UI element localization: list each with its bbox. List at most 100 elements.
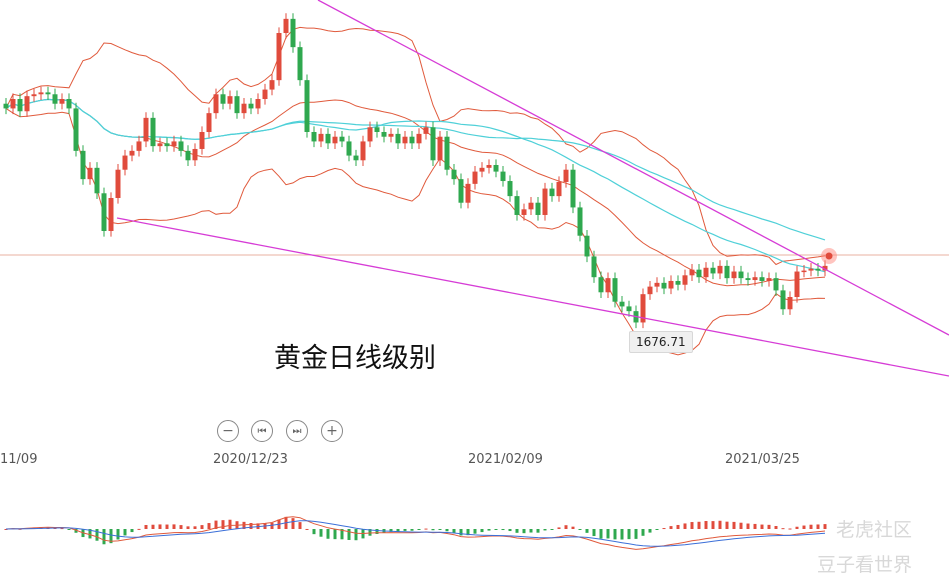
macd-bar (557, 527, 561, 529)
macd-bar (431, 529, 435, 531)
candle-body (3, 103, 9, 109)
candle-body (668, 280, 674, 289)
scroll-left-button[interactable]: ⏮ (251, 420, 273, 442)
candle-body (605, 278, 611, 293)
macd-bar (578, 529, 582, 530)
macd-bar (312, 529, 316, 535)
candle-body (24, 96, 30, 112)
macd-bar (193, 526, 197, 529)
candle-body (297, 47, 303, 81)
trendlines (116, 0, 949, 377)
candle-body (304, 80, 310, 132)
candle-body (66, 99, 72, 109)
candle-body (745, 278, 751, 281)
macd-bar (417, 529, 421, 530)
zoom-out-button[interactable]: − (217, 420, 239, 442)
macd-bar (697, 521, 701, 529)
macd-bar (102, 529, 106, 545)
macd-bar (662, 528, 666, 530)
candle-body (360, 141, 366, 161)
macd-bar (655, 529, 659, 530)
candle-body (451, 169, 457, 180)
candle-body (465, 183, 471, 203)
macd-bar (760, 524, 764, 529)
watermark-line2: 豆子看世界 (817, 554, 913, 576)
candle-body (52, 94, 58, 104)
candles (3, 13, 828, 329)
macd-bar (200, 525, 204, 529)
scroll-right-button[interactable]: ⏭ (286, 420, 308, 442)
candle-body (535, 202, 541, 215)
macd-bar (487, 529, 491, 531)
candle-body (38, 92, 44, 95)
candle-body (717, 265, 723, 274)
macd-bar (4, 529, 8, 530)
candle-body (759, 277, 765, 281)
candle-body (31, 94, 37, 97)
candle-body (766, 278, 772, 281)
macd-bar (116, 529, 120, 540)
macd-bar (522, 529, 526, 534)
candle-body (171, 141, 177, 147)
macd-bar (291, 518, 295, 529)
candle-body (164, 143, 170, 147)
candle-body (122, 155, 128, 170)
candle-body (115, 169, 121, 198)
candle-body (157, 143, 163, 147)
macd-bar (515, 529, 519, 533)
candle-body (731, 271, 737, 279)
macd-bar (130, 529, 134, 533)
macd-bar (459, 529, 463, 536)
moving-averages (5, 98, 826, 273)
ma-line (5, 98, 826, 273)
candle-body (500, 171, 506, 182)
macd-bar (592, 529, 596, 537)
candle-body (395, 133, 401, 144)
candle-body (507, 181, 513, 197)
candle-body (409, 136, 415, 144)
macd-bar (221, 520, 225, 529)
candle-body (332, 136, 338, 144)
macd-bar (585, 529, 589, 533)
macd-bar (179, 525, 183, 529)
candle-body (339, 136, 345, 142)
candle-body (563, 169, 569, 182)
x-tick-label: 2020/12/23 (213, 452, 288, 467)
candle-body (416, 133, 422, 144)
macd-bar (375, 529, 379, 535)
candle-body (570, 169, 576, 208)
trendline-upper (317, 0, 949, 336)
candle-body (654, 282, 660, 287)
macd-bar (228, 519, 232, 529)
macd-bar (795, 526, 799, 529)
macd-bar (67, 529, 71, 530)
macd-bar (158, 524, 162, 529)
candle-body (80, 150, 86, 180)
zoom-in-button[interactable]: + (321, 420, 343, 442)
macd-bar (606, 529, 610, 539)
candle-body (577, 207, 583, 236)
candle-body (17, 99, 23, 112)
candle-body (787, 297, 793, 310)
candle-body (325, 133, 331, 144)
candle-body (815, 268, 821, 271)
candle-body (255, 99, 261, 109)
candle-body (528, 202, 534, 210)
candle-body (227, 96, 233, 104)
candle-body (367, 127, 373, 142)
candle-body (619, 301, 625, 307)
macd-bar (599, 529, 603, 539)
candle-body (276, 33, 282, 81)
candle-body (290, 18, 296, 48)
macd-bar (550, 529, 554, 530)
macd-bar (711, 521, 715, 529)
macd-bar (676, 524, 680, 529)
macd-bar (620, 529, 624, 540)
macd-bar (242, 521, 246, 529)
macd-bar (60, 528, 64, 530)
macd-bar (501, 529, 505, 531)
candle-body (710, 267, 716, 274)
candle-body (353, 155, 359, 161)
candle-body (521, 209, 527, 215)
